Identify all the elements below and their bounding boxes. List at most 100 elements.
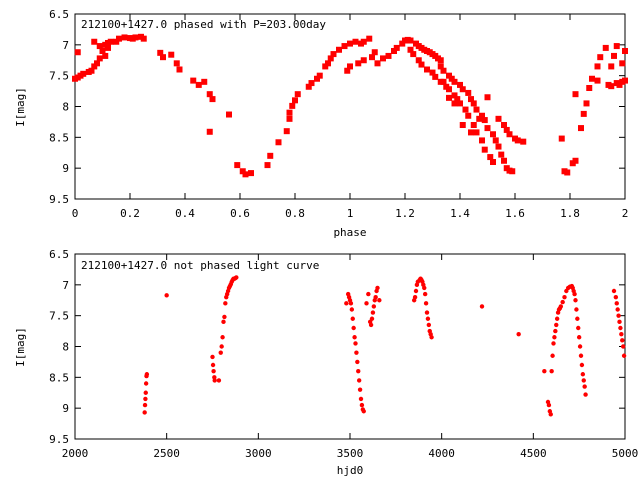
unphased-data-point: [377, 298, 382, 303]
unphased-panel: 2000 2500 3000 3500 4000 4500 5000 6.5 7 7.5 8 8.5 9…: [14, 248, 638, 477]
phased-data-point: [234, 162, 241, 169]
unphased-data-point: [234, 275, 239, 280]
unphased-data-point: [551, 341, 556, 346]
phased-data-point: [564, 169, 571, 176]
phased-data-point: [96, 43, 103, 50]
phased-data-point: [492, 137, 499, 144]
unphased-xtick-label: 4000: [428, 447, 455, 460]
phased-data-point: [440, 78, 447, 85]
unphased-data-point: [355, 359, 360, 365]
phased-data-point: [501, 122, 507, 128]
phased-data-point: [206, 91, 213, 98]
phased-data-point: [484, 94, 491, 101]
phased-ytick-label: 7: [62, 39, 69, 52]
phased-data-point: [583, 100, 590, 107]
phased-data-point: [369, 54, 375, 61]
phased-title: 212100+1427.0 phased with P=203.00day: [81, 18, 326, 31]
phased-data-point: [74, 49, 81, 56]
phased-data-point: [94, 60, 100, 67]
unphased-data-point: [371, 304, 377, 309]
unphased-data-point: [354, 350, 359, 355]
phased-data-point: [597, 54, 604, 61]
unphased-data-point: [542, 368, 547, 374]
phased-ylabel: I[mag]: [14, 87, 27, 127]
phased-data-point: [602, 44, 609, 51]
phased-xtick-label: 1.6: [505, 207, 525, 220]
phased-data-point: [366, 35, 373, 42]
unphased-ytick-label: 7.5: [49, 310, 69, 323]
unphased-data-point: [429, 335, 434, 340]
phased-data-point: [121, 34, 128, 41]
phased-data-point: [572, 91, 579, 98]
phased-ytick-label: 9.5: [49, 193, 69, 206]
phased-data-point: [503, 126, 510, 133]
phased-data-point: [473, 129, 480, 136]
phased-data-point: [479, 112, 485, 119]
unphased-data-point: [424, 310, 430, 315]
phased-data-point: [446, 94, 452, 101]
unphased-data-point: [550, 353, 555, 358]
unphased-data-point: [621, 353, 627, 358]
phased-data-point: [385, 52, 392, 59]
unphased-data-point: [356, 368, 361, 374]
unphased-plot-frame: [74, 253, 626, 440]
phased-data-point: [490, 131, 496, 138]
phased-data-point: [520, 138, 527, 145]
unphased-data-point: [350, 316, 355, 321]
unphased-data-point: [349, 307, 355, 312]
unphased-xtick-label: 3500: [337, 447, 364, 460]
unphased-data-point: [575, 316, 580, 321]
phased-data-point: [473, 106, 480, 113]
phased-ytick-label: 7.5: [49, 70, 69, 83]
phased-ytick-label: 8.5: [49, 131, 69, 144]
phased-data-point: [451, 78, 458, 85]
phased-data-point: [580, 110, 587, 117]
unphased-xlabel: hjd0: [337, 464, 364, 477]
unphased-data-point: [143, 381, 149, 386]
phased-data-point: [613, 80, 620, 87]
phased-data-point: [429, 69, 436, 76]
unphased-data-point: [144, 372, 150, 377]
unphased-ytick-label: 7: [62, 279, 69, 292]
unphased-data-point: [580, 372, 586, 377]
phased-data-point: [91, 38, 98, 45]
phased-data-point: [484, 125, 491, 132]
phased-data-point: [360, 57, 367, 64]
phased-data-point: [407, 46, 414, 53]
phased-data-point: [102, 52, 109, 59]
phased-ytick-label: 6.5: [49, 8, 69, 21]
phased-xtick-label: 0: [72, 207, 79, 220]
phased-data-point: [176, 66, 183, 73]
phased-xtick-label: 0.2: [120, 207, 140, 220]
phased-data-point: [201, 78, 208, 85]
unphased-data-point: [375, 285, 380, 291]
phased-data-point: [206, 128, 213, 135]
unphased-data-point: [426, 322, 432, 328]
unphased-axis-ticks: 2000 2500 3000 3500 4000 4500 5000 6.5 7 7.5 8 8.5 9…: [49, 248, 638, 460]
phased-data-point: [410, 51, 417, 58]
unphased-data-point: [210, 362, 216, 368]
phased-data-point: [506, 131, 513, 138]
unphased-data-point: [577, 344, 583, 349]
phased-data-point: [481, 146, 488, 153]
phased-data-point: [283, 128, 290, 135]
phased-data-point: [160, 54, 166, 61]
phased-data-point: [132, 34, 139, 41]
unphased-data-point: [548, 412, 553, 417]
phased-data-point: [88, 67, 95, 74]
unphased-data-point: [348, 301, 354, 306]
phased-data-point: [415, 57, 422, 64]
unphased-ytick-label: 8.5: [49, 371, 69, 384]
unphased-data-point: [576, 325, 581, 331]
unphased-data-point: [212, 378, 217, 383]
phased-panel: 0 0.2 0.4 0.6 0.8 1 1.2 1.4 1.6 1.8 2 6.5 7 7.5 8 8.5 9 9…: [14, 8, 628, 239]
phased-data-points: [72, 33, 628, 178]
unphased-data-point: [616, 313, 621, 318]
phased-data-point: [374, 60, 381, 67]
phased-data-point: [347, 40, 353, 47]
unphased-data-point: [611, 288, 617, 294]
phased-data-point: [558, 135, 565, 142]
phased-data-point: [432, 73, 439, 80]
phased-data-point: [613, 43, 620, 50]
unphased-data-point: [613, 294, 619, 300]
